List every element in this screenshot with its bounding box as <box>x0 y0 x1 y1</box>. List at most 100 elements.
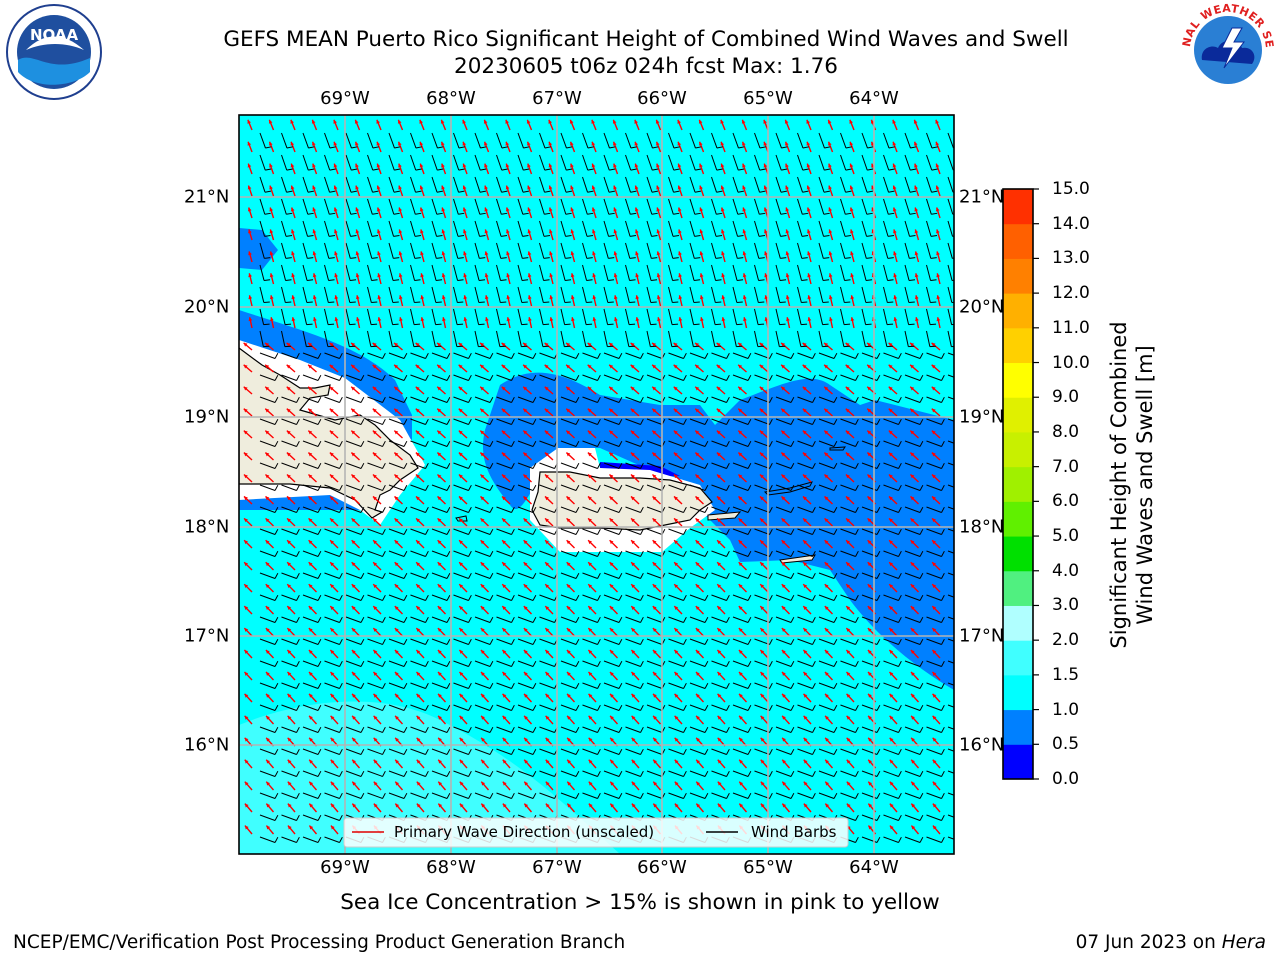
wave-arrow <box>849 141 855 153</box>
wave-arrow <box>329 452 339 461</box>
wave-arrow <box>264 430 274 439</box>
wave-arrow <box>931 605 941 615</box>
land-vieques <box>707 511 742 521</box>
wave-arrow <box>441 207 447 219</box>
wave-arrow <box>913 119 920 131</box>
wave-arrow <box>888 583 898 593</box>
wave-arrow <box>437 671 447 681</box>
wave-arrow <box>608 386 618 395</box>
wave-arrow <box>807 317 812 329</box>
wave-arrow <box>458 452 468 461</box>
wave-arrow <box>351 583 360 593</box>
wave-arrow <box>523 539 532 549</box>
wave-arrow <box>286 364 296 373</box>
wave-arrow <box>265 825 275 835</box>
wave-arrow <box>377 229 382 241</box>
wave-arrow <box>888 495 898 505</box>
wave-arrow <box>265 561 274 571</box>
wave-arrow <box>931 430 941 439</box>
wave-arrow <box>544 561 554 571</box>
wave-arrow <box>566 649 576 659</box>
wave-arrow <box>484 163 490 175</box>
wave-arrow <box>570 163 576 175</box>
wave-arrow <box>459 759 468 769</box>
wave-arrow <box>785 273 791 285</box>
wave-arrow <box>548 185 554 197</box>
wave-arrow <box>501 386 511 395</box>
wave-arrow <box>608 364 618 373</box>
wave-arrow <box>614 317 619 329</box>
wave-arrow <box>716 386 726 395</box>
wave-arrow <box>480 561 489 571</box>
wave-arrow <box>674 803 683 813</box>
wave-arrow <box>458 408 468 417</box>
wave-arrow <box>549 317 554 329</box>
wave-arrow <box>290 185 296 197</box>
wave-arrow <box>373 781 382 791</box>
wave-arrow <box>592 317 597 329</box>
wave-arrow <box>350 473 360 483</box>
wave-arrow <box>652 781 662 791</box>
noaa-logo-icon: NOAA <box>6 4 102 100</box>
wave-arrow <box>592 229 597 241</box>
wave-arrow <box>243 452 253 461</box>
wave-arrow <box>440 141 447 153</box>
wave-arrow <box>394 627 404 637</box>
wave-arrow <box>743 317 748 329</box>
wave-arrow <box>545 715 554 725</box>
wave-arrow <box>501 561 511 571</box>
colorbar-tick-label: 0.0 <box>1052 769 1080 789</box>
wave-arrow <box>372 473 382 483</box>
wave-arrow <box>592 273 597 285</box>
wave-arrow <box>609 715 619 725</box>
wave-arrow <box>334 317 339 329</box>
wave-arrow <box>312 251 318 263</box>
wave-arrow <box>849 207 855 219</box>
wave-arrow <box>570 273 576 285</box>
wave-arrow <box>372 627 382 637</box>
wave-band-0-5-1-0-nw <box>239 228 278 270</box>
wave-arrow <box>803 759 812 769</box>
wave-arrow <box>807 295 812 307</box>
wave-arrow <box>415 649 425 659</box>
wave-arrow <box>436 364 446 373</box>
wave-arrow <box>673 364 683 373</box>
wave-arrow <box>269 229 275 241</box>
wave-arrow <box>892 141 898 153</box>
wave-arrow <box>501 517 511 527</box>
wave-arrow <box>652 627 662 637</box>
wave-arrow <box>738 627 748 637</box>
wave-arrow <box>716 627 726 637</box>
wave-arrow <box>269 207 275 219</box>
wave-arrow <box>845 539 855 549</box>
wave-arrow <box>613 295 619 307</box>
wave-arrow <box>806 163 812 175</box>
wave-arrow <box>329 649 339 659</box>
wave-arrow <box>845 583 855 593</box>
wave-arrow <box>373 715 382 725</box>
wave-arrow <box>721 229 726 241</box>
wave-arrow <box>893 229 898 241</box>
wave-arrow <box>588 693 597 703</box>
wave-arrow <box>549 273 554 285</box>
wave-arrow <box>394 715 404 725</box>
colorbar-segment-0.0 <box>1003 744 1033 780</box>
colorbar-segment-6.0 <box>1003 466 1033 502</box>
wave-arrow <box>566 803 576 813</box>
wave-arrow <box>721 273 726 285</box>
wave-arrow <box>264 473 274 483</box>
wave-arrow <box>845 605 855 615</box>
wave-arrow <box>914 229 920 241</box>
wave-arrow <box>308 715 318 725</box>
wave-arrow <box>652 803 662 813</box>
wave-arrow <box>631 693 640 703</box>
wave-arrow <box>829 317 834 329</box>
wave-arrow <box>480 539 489 549</box>
wave-arrow <box>437 781 447 791</box>
wave-arrow <box>463 273 468 285</box>
wave-arrow <box>849 119 855 131</box>
wave-arrow <box>931 627 941 637</box>
colorbar-tick-label: 9.0 <box>1052 387 1080 408</box>
wave-arrow <box>570 295 576 307</box>
wave-arrow <box>415 495 425 505</box>
